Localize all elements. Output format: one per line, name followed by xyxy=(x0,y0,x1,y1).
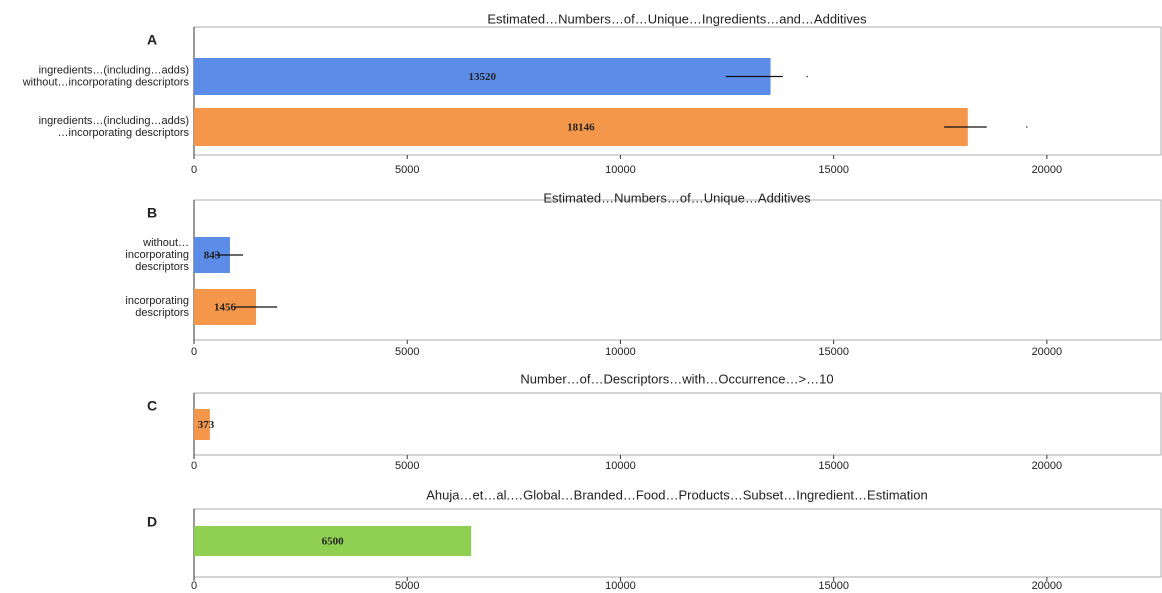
panel-letter: A xyxy=(147,32,157,48)
bar xyxy=(194,108,968,146)
bar xyxy=(194,409,210,440)
value-label: 843 xyxy=(204,250,221,262)
x-tick-label: 20000 xyxy=(1032,460,1063,472)
value-label: 373 xyxy=(198,419,215,431)
panel-letter: C xyxy=(147,398,157,414)
category-label: incorporating xyxy=(125,249,189,261)
x-tick-label: 10000 xyxy=(605,164,636,176)
category-label: …incorporating descriptors xyxy=(58,127,190,139)
value-label: 13520 xyxy=(469,71,497,83)
x-tick-label: 20000 xyxy=(1032,346,1063,358)
plot-frame xyxy=(193,392,1162,456)
x-tick-label: 5000 xyxy=(395,460,419,472)
x-tick-label: 15000 xyxy=(818,346,849,358)
x-tick-label: 0 xyxy=(191,460,197,472)
category-label: without…incorporating descriptors xyxy=(22,76,190,88)
x-tick-label: 20000 xyxy=(1032,164,1063,176)
category-label: without… xyxy=(142,237,189,249)
chart-title: Estimated…Numbers…of…Unique…Ingredients…… xyxy=(487,11,867,26)
category-label: descriptors xyxy=(135,307,189,319)
x-tick-label: 20000 xyxy=(1032,580,1063,592)
plot-frame xyxy=(193,199,1162,341)
bar xyxy=(194,526,472,556)
marker-dot xyxy=(806,75,809,78)
bar xyxy=(194,58,771,95)
category-label: ingredients…(including…adds) xyxy=(39,64,189,76)
x-tick-label: 10000 xyxy=(605,460,636,472)
category-label: incorporating xyxy=(125,295,189,307)
value-label: 6500 xyxy=(322,536,345,548)
chart-title: Estimated…Numbers…of…Unique…Additives xyxy=(543,190,811,205)
value-label: 1456 xyxy=(214,302,237,314)
x-tick-label: 15000 xyxy=(818,460,849,472)
x-tick-label: 15000 xyxy=(818,164,849,176)
panel-letter: D xyxy=(147,514,157,530)
x-tick-label: 5000 xyxy=(395,580,419,592)
chart-title: Number…of…Descriptors…with…Occurrence…>…… xyxy=(520,371,833,386)
chart-title: Ahuja…et…al.…Global…Branded…Food…Product… xyxy=(426,487,927,502)
panel-letter: B xyxy=(147,205,157,221)
x-tick-label: 10000 xyxy=(605,346,636,358)
marker-dot xyxy=(1026,126,1028,128)
x-tick-label: 0 xyxy=(191,346,197,358)
x-tick-label: 10000 xyxy=(605,580,636,592)
x-tick-label: 0 xyxy=(191,580,197,592)
x-tick-label: 5000 xyxy=(395,346,419,358)
x-tick-label: 15000 xyxy=(818,580,849,592)
x-tick-label: 5000 xyxy=(395,164,419,176)
value-label: 18146 xyxy=(567,122,595,134)
category-label: ingredients…(including…adds) xyxy=(39,115,189,127)
category-label: descriptors xyxy=(135,261,189,273)
x-tick-label: 0 xyxy=(191,164,197,176)
